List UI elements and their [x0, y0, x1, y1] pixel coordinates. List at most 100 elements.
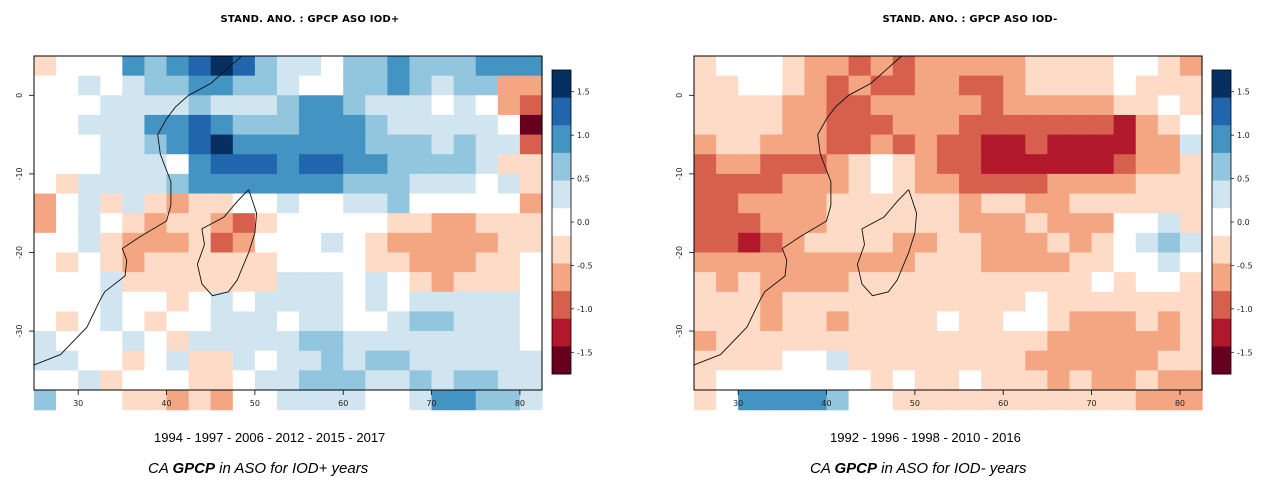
- heatmap-cell: [188, 390, 212, 411]
- heatmap-cell: [959, 95, 982, 116]
- heatmap-cell: [716, 114, 739, 136]
- heatmap-cell: [475, 134, 499, 155]
- heatmap-cell: [431, 350, 455, 371]
- heatmap-cell: [760, 173, 783, 195]
- heatmap-cell: [254, 370, 278, 391]
- heatmap-cell: [78, 370, 101, 391]
- heatmap-cell: [321, 272, 344, 293]
- colorbar-segment: [1212, 346, 1231, 375]
- heatmap-cell: [1003, 252, 1026, 273]
- heatmap-cell: [453, 291, 477, 313]
- heatmap-cell: [760, 350, 783, 371]
- heatmap-cell: [321, 114, 344, 136]
- heatmap-cell: [431, 213, 455, 234]
- heatmap-cell: [409, 331, 433, 352]
- colorbar-tick-label: -1.5: [577, 348, 593, 357]
- heatmap-cell: [804, 370, 828, 391]
- heatmap-cell: [387, 232, 411, 254]
- heatmap-cell: [343, 311, 366, 332]
- x-tick-label: 30: [733, 399, 743, 408]
- heatmap-cell: [122, 154, 146, 175]
- heatmap-cell: [100, 114, 123, 136]
- heatmap-cell: [1091, 291, 1115, 313]
- heatmap-cell: [1113, 173, 1137, 195]
- heatmap-cell: [519, 95, 543, 116]
- heatmap-cell: [981, 134, 1004, 155]
- heatmap-cell: [276, 311, 300, 332]
- heatmap-cell: [1157, 213, 1181, 234]
- heatmap-cell: [1025, 311, 1048, 332]
- heatmap-cell: [1091, 193, 1115, 214]
- heatmap-cell: [365, 291, 388, 313]
- heatmap-cell: [1003, 370, 1026, 391]
- heatmap-cell: [760, 154, 783, 175]
- caption-prefix: CA: [810, 460, 835, 477]
- heatmap-cell: [1179, 56, 1203, 77]
- heatmap-cell: [56, 252, 79, 273]
- heatmap-cell: [738, 75, 761, 96]
- heatmap-cell: [848, 213, 872, 234]
- heatmap-cell: [738, 56, 761, 77]
- heatmap-cell: [188, 232, 212, 254]
- heatmap-cell: [1047, 154, 1071, 175]
- heatmap-cell: [981, 370, 1004, 391]
- heatmap-cell: [1113, 95, 1137, 116]
- plot-frame: [693, 55, 1203, 391]
- heatmap-cell: [188, 56, 212, 77]
- heatmap-cell: [453, 154, 477, 175]
- heatmap-cell: [232, 370, 256, 391]
- heatmap-cell: [1135, 75, 1159, 96]
- heatmap-cell: [959, 311, 982, 332]
- heatmap-cell: [1003, 213, 1026, 234]
- heatmap-cell: [210, 114, 234, 136]
- heatmap-cell: [299, 154, 322, 175]
- heatmap-cell: [100, 370, 123, 391]
- heatmap-cell: [694, 252, 717, 273]
- heatmap-cell: [299, 311, 322, 332]
- heatmap-cell: [1179, 350, 1203, 371]
- heatmap-cell: [959, 331, 982, 352]
- heatmap-cell: [1179, 75, 1203, 96]
- heatmap-cell: [782, 232, 806, 254]
- heatmap-cell: [870, 114, 894, 136]
- heatmap-cell: [100, 134, 123, 155]
- heatmap-cell: [716, 291, 739, 313]
- heatmap-cell: [144, 350, 168, 371]
- heatmap-cell: [1091, 350, 1115, 371]
- heatmap-cell: [936, 95, 960, 116]
- heatmap-cell: [981, 232, 1004, 254]
- heatmap-cell: [276, 56, 300, 77]
- heatmap-cell: [870, 56, 894, 77]
- heatmap-cell: [936, 193, 960, 214]
- heatmap-cell: [122, 193, 146, 214]
- heatmap-cell: [519, 56, 543, 77]
- heatmap-cell: [1025, 291, 1048, 313]
- heatmap-cell: [387, 252, 411, 273]
- heatmap-cell: [892, 173, 916, 195]
- heatmap-cell: [959, 252, 982, 273]
- heatmap-cell: [299, 370, 322, 391]
- heatmap-cell: [475, 154, 499, 175]
- heatmap-cell: [232, 272, 256, 293]
- heatmap-cell: [716, 154, 739, 175]
- heatmap-cell: [453, 390, 477, 411]
- heatmap-cell: [56, 193, 79, 214]
- heatmap-cell: [299, 252, 322, 273]
- colorbar-tick-label: -0.5: [1237, 261, 1253, 270]
- heatmap-cell: [497, 232, 521, 254]
- y-tick-label: -30: [15, 325, 24, 338]
- heatmap-cell: [1113, 213, 1137, 234]
- caption-prefix: CA: [148, 460, 173, 477]
- heatmap-cell: [453, 56, 477, 77]
- heatmap-cell: [232, 390, 256, 411]
- heatmap-cell: [56, 134, 79, 155]
- heatmap-cell: [387, 95, 411, 116]
- heatmap-cell: [365, 213, 388, 234]
- heatmap-cell: [34, 291, 57, 313]
- heatmap-cell: [826, 56, 850, 77]
- plot-frame: [33, 55, 543, 391]
- heatmap-cell: [870, 252, 894, 273]
- heatmap-cell: [848, 193, 872, 214]
- heatmap-cell: [166, 114, 190, 136]
- heatmap-cell: [166, 173, 190, 195]
